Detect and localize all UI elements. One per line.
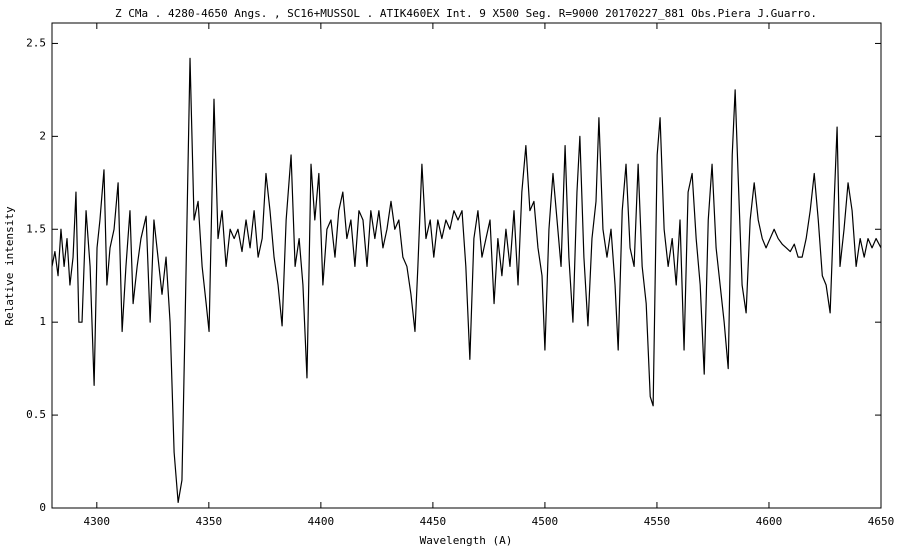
x-tick-label: 4500 (532, 515, 559, 528)
y-tick-label: 0 (39, 501, 46, 514)
x-tick-label: 4650 (868, 515, 895, 528)
chart-title: Z CMa . 4280-4650 Angs. , SC16+MUSSOL . … (115, 7, 817, 20)
x-tick-label: 4350 (196, 515, 223, 528)
y-tick-label: 1.5 (26, 222, 46, 235)
y-axis-label: Relative intensity (3, 206, 16, 326)
spectrum-line (51, 57, 882, 504)
x-tick-label: 4400 (308, 515, 335, 528)
x-tick-label: 4450 (420, 515, 447, 528)
x-tick-label: 4550 (644, 515, 671, 528)
y-tick-label: 2.5 (26, 36, 46, 49)
plot-frame (51, 22, 882, 509)
y-tick-label: 1 (39, 315, 46, 328)
y-tick-label: 0.5 (26, 408, 46, 421)
x-tick-label: 4300 (84, 515, 111, 528)
x-axis-label: Wavelength (A) (420, 534, 513, 547)
y-tick-label: 2 (39, 129, 46, 142)
x-tick-label: 4600 (756, 515, 783, 528)
